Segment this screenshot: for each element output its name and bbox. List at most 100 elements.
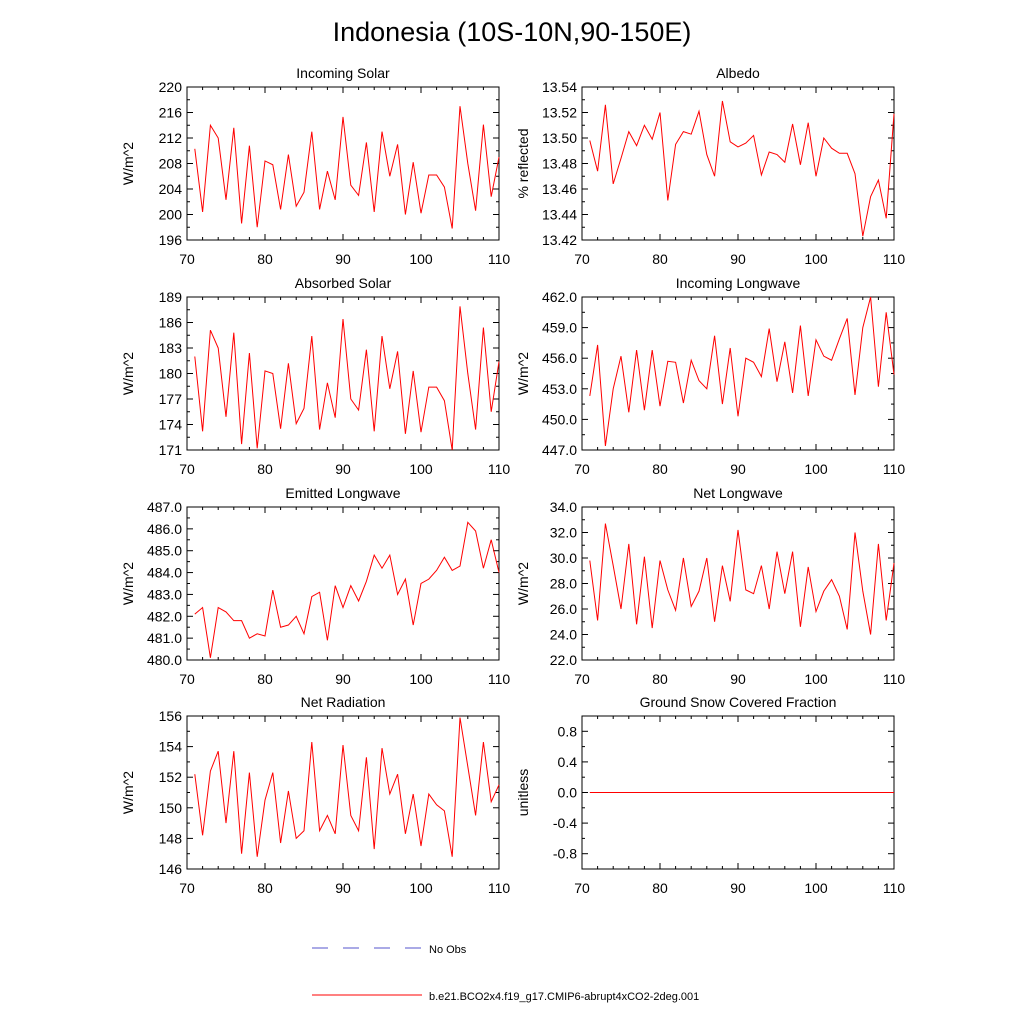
plot-frame <box>186 86 500 241</box>
x-tick-label: 100 <box>804 671 828 687</box>
y-axis-label: % reflected <box>515 128 531 198</box>
x-tick-label: 110 <box>488 671 511 687</box>
x-tick-label: 90 <box>730 461 746 477</box>
panel-title: Emitted Longwave <box>285 485 400 501</box>
y-tick-label: 22.0 <box>550 652 577 668</box>
y-axis-label: W/m^2 <box>120 352 136 395</box>
y-axis-label: W/m^2 <box>515 562 531 605</box>
legend: No Obs b.e21.BCO2x4.f19_g17.CMIP6-abrupt… <box>312 944 699 1003</box>
x-tick-label: 110 <box>488 461 511 477</box>
y-tick-label: 26.0 <box>550 601 577 617</box>
panel-title: Incoming Longwave <box>676 275 801 291</box>
series-line <box>589 523 895 635</box>
y-tick-label: 183 <box>159 340 183 356</box>
x-tick-label: 80 <box>257 461 273 477</box>
plot-frame <box>581 86 895 241</box>
x-tick-label: 80 <box>652 671 668 687</box>
y-tick-label: 13.54 <box>542 79 577 95</box>
x-tick-label: 80 <box>652 880 668 896</box>
panel-title: Ground Snow Covered Fraction <box>640 694 837 710</box>
panel-title: Absorbed Solar <box>295 275 392 291</box>
y-tick-label: 196 <box>159 232 183 248</box>
x-tick-label: 100 <box>409 671 433 687</box>
y-tick-label: 13.46 <box>542 181 577 197</box>
x-tick-label: 110 <box>488 880 511 896</box>
x-tick-label: 70 <box>179 251 195 267</box>
x-tick-label: 80 <box>652 461 668 477</box>
y-tick-label: -0.4 <box>553 815 577 831</box>
legend-label-no-obs: No Obs <box>429 944 467 956</box>
x-tick-label: 90 <box>335 251 351 267</box>
y-tick-label: 200 <box>159 207 183 223</box>
series-line <box>589 296 895 446</box>
x-tick-label: 100 <box>409 461 433 477</box>
legend-label-model: b.e21.BCO2x4.f19_g17.CMIP6-abrupt4xCO2-2… <box>429 991 699 1003</box>
y-tick-label: 13.44 <box>542 207 577 223</box>
y-tick-label: 220 <box>159 79 183 95</box>
y-tick-label: 156 <box>159 708 183 724</box>
y-tick-label: 484.0 <box>147 565 182 581</box>
chart-panel: Net Longwave W/m^2 22.0 24.0 26.0 28.0 30.0 32.… <box>515 485 905 687</box>
y-tick-label: 208 <box>159 156 183 172</box>
y-tick-label: 180 <box>159 366 183 382</box>
x-tick-label: 90 <box>730 251 746 267</box>
y-tick-label: 189 <box>159 289 183 305</box>
chart-panel: Albedo % reflected 13.42 13.44 13.46 13.48 13.… <box>515 65 905 267</box>
x-tick-label: 80 <box>257 880 273 896</box>
y-tick-label: 480.0 <box>147 652 182 668</box>
chart-panel: Incoming Solar W/m^2 196 200 204 208 212 216 220… <box>120 65 510 267</box>
x-tick-label: 110 <box>883 461 906 477</box>
y-tick-label: 459.0 <box>542 320 577 336</box>
y-tick-label: 486.0 <box>147 521 182 537</box>
y-tick-label: 32.0 <box>550 525 577 541</box>
y-tick-label: 453.0 <box>542 381 577 397</box>
chart-panel: Emitted Longwave W/m^2 480.0 481.0 482.0 483.… <box>120 485 510 687</box>
panel-title: Net Radiation <box>301 694 386 710</box>
y-tick-label: -0.8 <box>553 846 577 862</box>
y-tick-label: 150 <box>159 800 183 816</box>
x-tick-label: 110 <box>883 671 906 687</box>
series-line <box>194 521 500 658</box>
y-tick-label: 146 <box>159 861 183 877</box>
panel-title: Albedo <box>716 65 760 81</box>
y-tick-label: 456.0 <box>542 350 577 366</box>
series-line <box>589 100 895 237</box>
y-tick-label: 28.0 <box>550 576 577 592</box>
x-tick-label: 100 <box>409 880 433 896</box>
y-tick-label: 481.0 <box>147 630 182 646</box>
y-tick-label: 483.0 <box>147 586 182 602</box>
y-axis-label: W/m^2 <box>120 771 136 814</box>
x-tick-label: 70 <box>574 880 590 896</box>
y-tick-label: 216 <box>159 105 183 121</box>
chart-panel: Absorbed Solar W/m^2 171 174 177 180 183 186 189… <box>120 275 510 477</box>
y-tick-label: 186 <box>159 315 183 331</box>
y-tick-label: 171 <box>159 442 183 458</box>
x-tick-label: 110 <box>883 880 906 896</box>
y-tick-label: 148 <box>159 830 183 846</box>
x-tick-label: 70 <box>179 671 195 687</box>
figure-title: Indonesia (10S-10N,90-150E) <box>333 17 692 47</box>
x-tick-label: 110 <box>883 251 906 267</box>
plot-frame <box>186 715 500 870</box>
y-tick-label: 0.0 <box>558 785 578 801</box>
y-tick-label: 13.52 <box>542 105 577 121</box>
x-tick-label: 100 <box>804 880 828 896</box>
y-tick-label: 450.0 <box>542 411 577 427</box>
chart-panel: Incoming Longwave W/m^2 447.0 450.0 453.0 456… <box>515 275 905 477</box>
y-tick-label: 447.0 <box>542 442 577 458</box>
panel-title: Net Longwave <box>693 485 783 501</box>
x-tick-label: 80 <box>257 671 273 687</box>
y-tick-label: 34.0 <box>550 499 577 515</box>
x-tick-label: 70 <box>179 880 195 896</box>
y-tick-label: 485.0 <box>147 543 182 559</box>
y-tick-label: 0.4 <box>558 754 578 770</box>
x-tick-label: 70 <box>574 251 590 267</box>
x-tick-label: 90 <box>335 461 351 477</box>
y-tick-label: 30.0 <box>550 550 577 566</box>
x-tick-label: 90 <box>335 671 351 687</box>
y-axis-label: W/m^2 <box>120 142 136 185</box>
y-tick-label: 174 <box>159 417 183 433</box>
plot-frame <box>186 506 500 661</box>
series-line <box>194 717 500 857</box>
